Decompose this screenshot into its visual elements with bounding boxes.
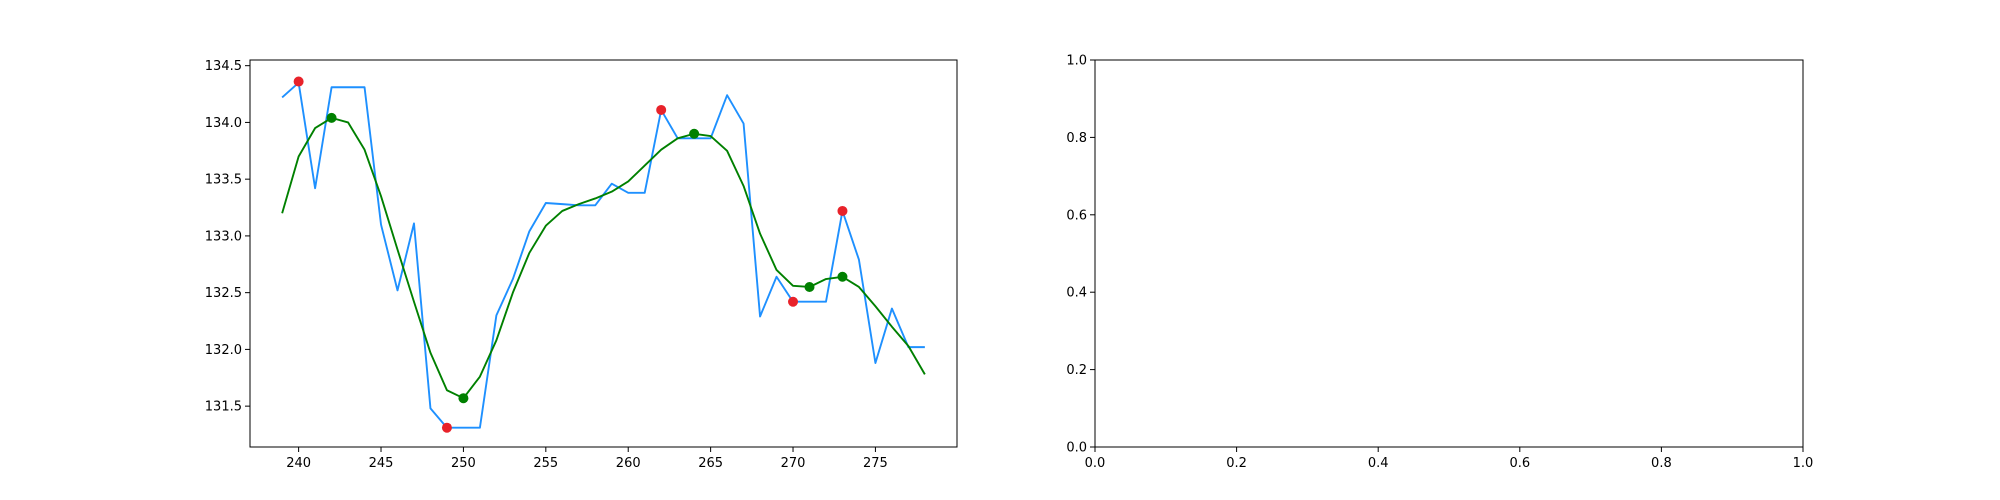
y-tick-label: 134.0 bbox=[205, 116, 242, 131]
marker-point-2-2 bbox=[458, 393, 469, 404]
marker-point-2-4 bbox=[804, 281, 815, 292]
x-tick-label: 265 bbox=[698, 456, 723, 471]
marker-point-1-4 bbox=[788, 296, 799, 307]
marker-point-1-5 bbox=[837, 205, 848, 216]
y-tick-label: 0.6 bbox=[1066, 208, 1087, 223]
x-tick-label: 250 bbox=[451, 456, 476, 471]
x-tick-label: 270 bbox=[781, 456, 806, 471]
marker-point-1-3 bbox=[656, 104, 667, 115]
x-tick-label: 0.2 bbox=[1226, 456, 1247, 471]
y-tick-label: 134.5 bbox=[205, 59, 242, 74]
y-tick-label: 133.5 bbox=[205, 173, 242, 188]
x-tick-label: 245 bbox=[369, 456, 394, 471]
y-tick-label: 0.2 bbox=[1066, 363, 1087, 378]
marker-point-1-2 bbox=[441, 422, 452, 433]
y-tick-label: 133.0 bbox=[205, 229, 242, 244]
marker-point-2-5 bbox=[837, 271, 848, 282]
x-tick-label: 260 bbox=[616, 456, 641, 471]
axes-frame bbox=[249, 59, 958, 448]
x-tick-label: 1.0 bbox=[1793, 456, 1814, 471]
y-tick-label: 132.5 bbox=[205, 286, 242, 301]
left-axes: 240 245 250 255 260 265 270 275 131.5 132.0 132.5 1… bbox=[205, 59, 958, 471]
y-tick-label: 132.0 bbox=[205, 343, 242, 358]
y-tick-label: 1.0 bbox=[1066, 54, 1087, 69]
axes-frame bbox=[1094, 59, 1804, 448]
marker-point-2-1 bbox=[326, 112, 337, 123]
right-axes: 0.0 0.2 0.4 0.6 0.8 1.0 0.0 0.2 0.4 0.6 0.8 1.0 bbox=[1066, 54, 1813, 472]
y-tick-label: 0.0 bbox=[1066, 441, 1087, 456]
x-tick-label: 255 bbox=[533, 456, 558, 471]
marker-point-1-1 bbox=[293, 76, 304, 87]
x-tick-label: 0.6 bbox=[1509, 456, 1530, 471]
x-tick-label: 240 bbox=[286, 456, 311, 471]
x-tick-label: 275 bbox=[863, 456, 888, 471]
y-tick-label: 0.4 bbox=[1066, 286, 1087, 301]
series-line-2 bbox=[281, 116, 926, 400]
x-tick-label: 0.0 bbox=[1085, 456, 1106, 471]
y-tick-label: 0.8 bbox=[1066, 131, 1087, 146]
series-line-1 bbox=[281, 81, 925, 429]
x-tick-label: 0.4 bbox=[1368, 456, 1389, 471]
x-tick-label: 0.8 bbox=[1651, 456, 1672, 471]
marker-point-2-3 bbox=[689, 128, 700, 139]
y-tick-label: 131.5 bbox=[205, 400, 242, 415]
